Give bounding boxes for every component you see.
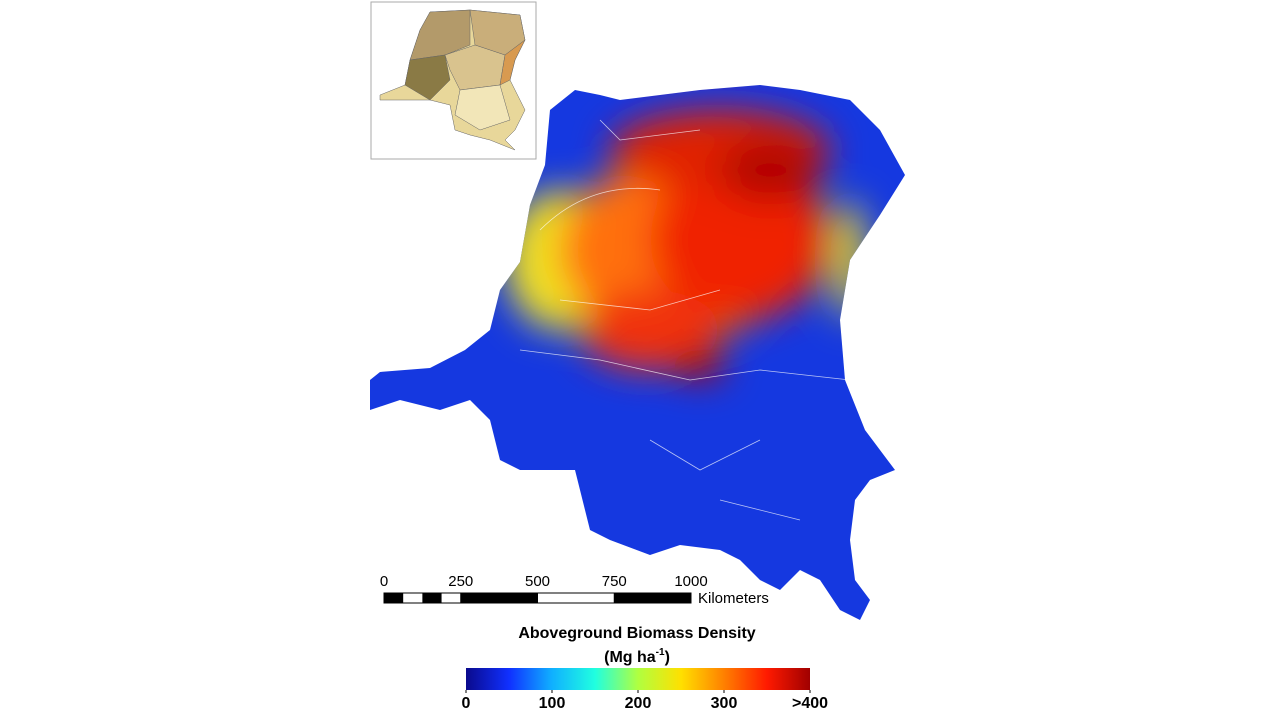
scale-unit: Kilometers <box>698 590 769 607</box>
colorbar-ramp <box>466 668 810 690</box>
scale-segment <box>614 593 691 603</box>
scale-bar: 0 250 500 750 1000 <box>380 573 708 604</box>
colorbar: 0 100 200 300 >400 <box>462 668 828 712</box>
unit-end: ) <box>665 649 670 666</box>
scale-tick-label: 500 <box>525 573 550 590</box>
legend-unit: (Mg ha-1) <box>604 647 670 667</box>
scale-segment <box>422 593 442 603</box>
colorbar-tick-label: 0 <box>462 695 471 712</box>
colorbar-tick-label: 300 <box>711 695 738 712</box>
unit-superscript: -1 <box>656 647 665 658</box>
scale-tick-label: 250 <box>448 573 473 590</box>
colorbar-tick-label: >400 <box>792 695 828 712</box>
inset-map <box>370 1 537 160</box>
biomass-map <box>370 85 905 620</box>
scale-tick-label: 750 <box>602 573 627 590</box>
colorbar-tick-label: 100 <box>539 695 566 712</box>
scale-tick-label: 0 <box>380 573 388 590</box>
colorbar-tick-label: 200 <box>625 695 652 712</box>
scale-segment <box>460 593 538 603</box>
scale-segment <box>384 593 404 603</box>
unit-main: (Mg ha <box>604 649 656 666</box>
scale-tick-label: 1000 <box>674 573 707 590</box>
legend-title: Aboveground Biomass Density <box>518 625 755 642</box>
